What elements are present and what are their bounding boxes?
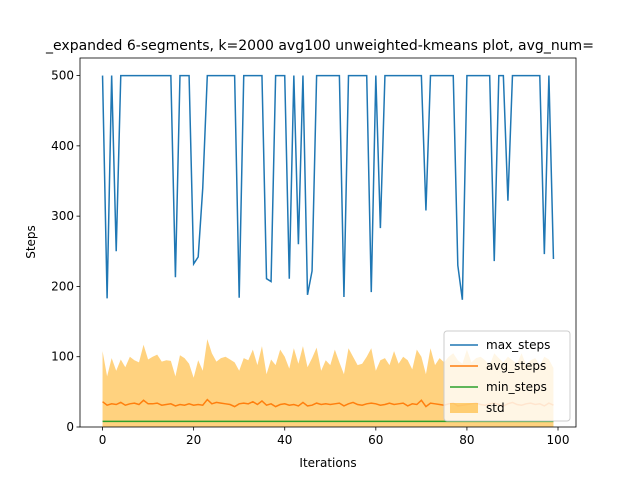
axes-frame — [79, 57, 577, 428]
x-tick-label: 0 — [99, 433, 107, 447]
y-axis-label: Steps — [24, 225, 38, 259]
x-tick-label: 80 — [459, 433, 474, 447]
legend-label: min_steps — [486, 380, 547, 394]
y-tick-label: 300 — [51, 209, 74, 223]
x-tick-label: 40 — [277, 433, 292, 447]
line-max-steps — [101, 74, 555, 300]
y-tick-label: 0 — [66, 420, 74, 434]
x-tick-label: 60 — [368, 433, 383, 447]
x-axis-label: Iterations — [299, 456, 356, 470]
y-tick-label: 500 — [51, 69, 74, 83]
x-tick-label: 20 — [186, 433, 201, 447]
y-tick-label: 400 — [51, 139, 74, 153]
y-tick-label: 100 — [51, 350, 74, 364]
legend-swatch — [450, 403, 478, 413]
x-tick-label: 100 — [547, 433, 570, 447]
chart-title: _expanded 6-segments, k=2000 avg100 unwe… — [45, 38, 594, 54]
y-tick-label: 200 — [51, 279, 74, 293]
legend-box — [443, 330, 571, 422]
legend-label: max_steps — [486, 338, 550, 352]
legend-label: std — [486, 401, 505, 415]
legend-label: avg_steps — [486, 359, 546, 373]
